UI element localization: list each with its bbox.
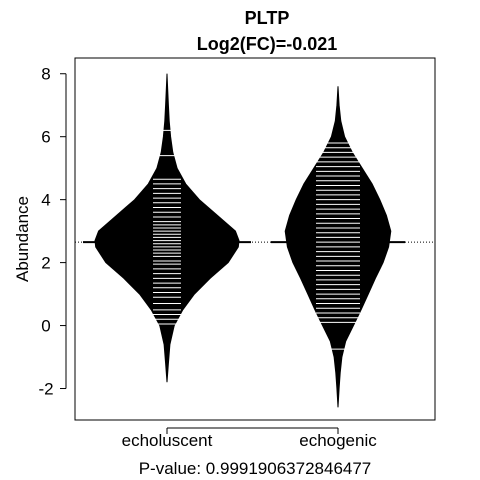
x-tick-label: echoluscent [122,431,213,450]
y-tick-label: 0 [41,317,50,336]
y-tick-label: -2 [38,380,53,399]
plot-area [75,73,435,408]
y-tick-label: 2 [41,254,50,273]
plot-frame [74,57,436,421]
y-axis: -2 0 2 4 6 8 [38,65,67,399]
x-tick-label: echogenic [299,431,377,450]
p-value-label: P-value: 0.9991906372846477 [139,459,372,478]
y-axis-label: Abundance [13,196,32,282]
chart-subtitle: Log2(FC)=-0.021 [197,34,338,54]
y-tick-label: 8 [41,65,50,84]
chart-title: PLTP [245,8,290,28]
x-axis: echoluscent echogenic [122,427,377,450]
y-tick-label: 4 [41,191,50,210]
y-tick-label: 6 [41,128,50,147]
